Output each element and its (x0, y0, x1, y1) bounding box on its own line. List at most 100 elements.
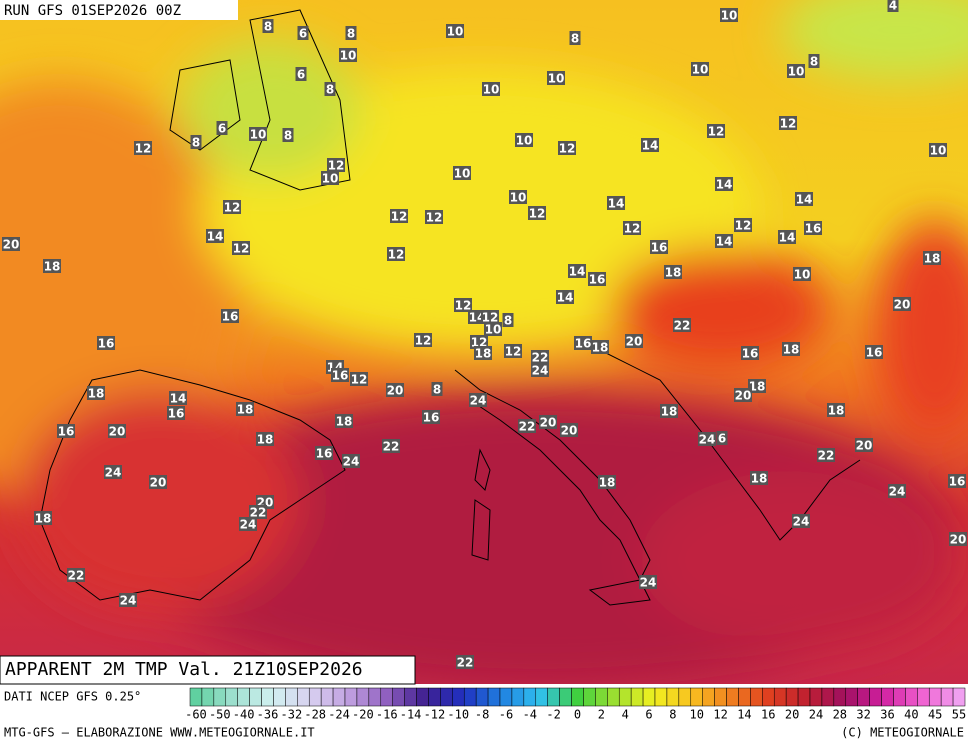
label-box (817, 448, 835, 462)
label-box (929, 143, 947, 157)
value-label: 6 (218, 122, 226, 136)
value-label: 10 (447, 25, 464, 39)
label-box (345, 26, 357, 40)
value-label: 16 (98, 337, 115, 351)
value-label: 20 (150, 476, 167, 490)
label-box (297, 26, 309, 40)
value-label: 8 (810, 55, 818, 69)
value-label: 12 (482, 311, 499, 325)
label-box (216, 121, 228, 135)
label-box (639, 575, 657, 589)
label-box (673, 318, 691, 332)
label-box (502, 313, 514, 327)
label-box (560, 423, 578, 437)
scale-label: 8 (669, 708, 676, 722)
label-box (865, 345, 883, 359)
label-box (335, 414, 353, 428)
label-box (715, 234, 733, 248)
label-box (97, 336, 115, 350)
scale-cell (225, 687, 238, 707)
scale-cell (511, 687, 525, 707)
label-box (707, 124, 725, 138)
scale-label: 4 (622, 708, 629, 722)
label-box (256, 432, 274, 446)
scale-cell (285, 687, 298, 707)
value-label: 14 (557, 291, 574, 305)
label-box (698, 432, 716, 446)
scale-cell (189, 687, 203, 707)
label-box (386, 383, 404, 397)
value-label: 12 (388, 248, 405, 262)
value-label: 6 (297, 68, 305, 82)
label-box (888, 484, 906, 498)
label-box (528, 206, 546, 220)
value-label: 10 (483, 83, 500, 97)
color-scale: -60 -50 -40 -36 -32 -28 -24 -20 -16 -14 -12 -10 -8 -6… (185, 687, 966, 722)
value-label: 16 (949, 475, 966, 489)
label-box (249, 127, 267, 141)
label-box (2, 237, 20, 251)
value-label: 20 (540, 416, 557, 430)
value-label: 10 (548, 72, 565, 86)
label-box (948, 474, 966, 488)
scale-cell (821, 687, 835, 707)
source-label: DATI NCEP GFS 0.25° (4, 690, 141, 704)
label-box (795, 192, 813, 206)
label-box (382, 439, 400, 453)
value-label: 4 (889, 0, 897, 13)
scale-label: 36 (880, 708, 894, 722)
scale-cell (559, 687, 572, 707)
label-box (350, 372, 368, 386)
scale-cell (332, 687, 346, 707)
scale-cell (785, 687, 799, 707)
value-label: 20 (109, 425, 126, 439)
value-label: 18 (828, 404, 845, 418)
scale-label: 0 (574, 708, 581, 722)
scale-label: -28 (304, 708, 326, 722)
value-label: 10 (788, 65, 805, 79)
value-label: 12 (351, 373, 368, 387)
value-label: 20 (3, 238, 20, 252)
value-label: 14 (207, 230, 224, 244)
value-label: 22 (818, 449, 835, 463)
value-label: 10 (692, 63, 709, 77)
scale-cell (416, 687, 429, 707)
scale-cell (618, 687, 632, 707)
label-box (827, 403, 845, 417)
label-box (425, 210, 443, 224)
label-box (232, 241, 250, 255)
label-box (474, 346, 492, 360)
label-box (556, 290, 574, 304)
value-label: 10 (721, 9, 738, 23)
value-label: 10 (322, 172, 339, 186)
value-label: 20 (626, 335, 643, 349)
label-box (518, 419, 536, 433)
scale-cell (726, 687, 739, 707)
label-box (481, 310, 499, 324)
label-box (453, 166, 471, 180)
scale-label: 24 (809, 708, 823, 722)
value-label: 12 (233, 242, 250, 256)
scale-cell (452, 687, 465, 707)
scale-cell (690, 687, 703, 707)
label-box (167, 406, 185, 420)
value-label: 24 (699, 433, 716, 447)
label-box (221, 309, 239, 323)
scale-cell (380, 687, 393, 707)
label-box (625, 334, 643, 348)
scale-label: 40 (904, 708, 918, 722)
scale-cell (273, 687, 286, 707)
value-label: 12 (328, 159, 345, 173)
value-label: 18 (475, 347, 492, 361)
value-label: 10 (516, 134, 533, 148)
value-label: 12 (735, 219, 752, 233)
value-label: 16 (423, 411, 440, 425)
label-box (588, 272, 606, 286)
scale-label: -50 (209, 708, 231, 722)
scale-cell (463, 687, 477, 707)
value-label: 14 (716, 178, 733, 192)
scale-cell (201, 687, 215, 707)
map-field (0, 0, 968, 684)
label-box (390, 209, 408, 223)
